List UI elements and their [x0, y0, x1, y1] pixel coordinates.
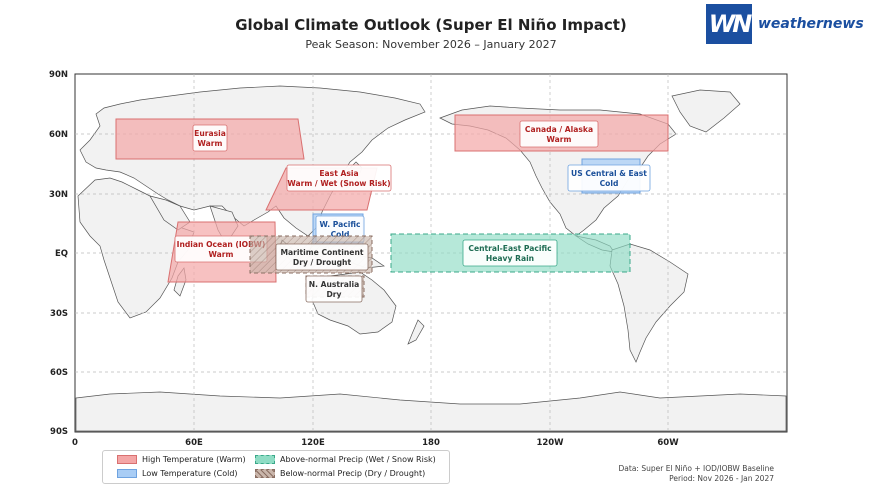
region-label-text: Cold: [600, 179, 619, 188]
region-label-text: Dry: [327, 290, 342, 299]
region-label-box: [275, 243, 369, 271]
logo-text: weathernews: [758, 16, 864, 32]
legend-swatch-dry: [255, 469, 275, 478]
footer-data-source: Data: Super El Niño + IOD/IOBW Baseline: [618, 464, 774, 473]
region-label-text: Warm: [209, 250, 234, 259]
region-label-box: [567, 164, 651, 192]
lat-tick-label: EQ: [55, 249, 68, 259]
region-label-text: Maritime Continent: [281, 248, 364, 257]
legend: High Temperature (Warm) Low Temperature …: [102, 450, 450, 484]
legend-item-warm: High Temperature (Warm): [117, 455, 246, 464]
region-label-box: [305, 275, 363, 303]
footer-period: Period: Nov 2026 - Jan 2027: [669, 474, 774, 483]
region-label-box: [286, 164, 392, 192]
lon-tick-label: 120E: [301, 438, 325, 448]
region-label-text: Canada / Alaska: [525, 125, 593, 134]
region-label-text: Dry / Drought: [293, 258, 352, 267]
legend-label-cold: Low Temperature (Cold): [142, 469, 238, 478]
region-label-text: Warm / Wet (Snow Risk): [287, 179, 390, 188]
region-label-text: US Central & East: [571, 169, 647, 178]
legend-label-warm: High Temperature (Warm): [142, 455, 246, 464]
newzealand-landmass: [407, 319, 425, 345]
map-subtitle: Peak Season: November 2026 – January 202…: [305, 38, 557, 51]
region-label-text: Heavy Rain: [486, 254, 534, 263]
legend-swatch-cold: [117, 469, 137, 478]
lon-tick-label: 120W: [536, 438, 564, 448]
legend-label-wet: Above-normal Precip (Wet / Snow Risk): [280, 455, 436, 464]
region-label-text: N. Australia: [309, 280, 360, 289]
axis-labels: 90N 60N 30N EQ 30S 60S 90S 0 60E 120E 180 120W 60W: [49, 70, 679, 448]
greenland-landmass: [671, 89, 741, 133]
map-title: Global Climate Outlook (Super El Niño Im…: [235, 16, 627, 34]
data-footer: Data: Super El Niño + IOD/IOBW Baseline …: [619, 464, 774, 484]
legend-item-dry: Below-normal Precip (Dry / Drought): [255, 469, 425, 478]
region-label-text: W. Pacific: [319, 220, 360, 229]
lat-tick-label: 90S: [50, 427, 68, 437]
region-label-text: Central-East Pacific: [468, 244, 551, 253]
region-label-box: [192, 124, 228, 152]
lat-tick-label: 60S: [50, 368, 68, 378]
legend-item-cold: Low Temperature (Cold): [117, 469, 238, 478]
region-label-text: Indian Ocean (IOBW): [177, 240, 266, 249]
southamerica-landmass: [609, 243, 689, 363]
lon-tick-label: 180: [422, 438, 440, 448]
region-label-text: Eurasia: [194, 129, 226, 138]
region-warm: Indian Ocean (IOBW)Warm: [167, 221, 277, 283]
logo-mark: WN: [706, 4, 752, 44]
lat-tick-label: 90N: [49, 70, 68, 80]
lon-tick-label: 60W: [657, 438, 679, 448]
legend-label-dry: Below-normal Precip (Dry / Drought): [280, 469, 426, 478]
region-label-text: East Asia: [319, 169, 358, 178]
lon-tick-label: 60E: [185, 438, 203, 448]
legend-swatch-wet: [255, 455, 275, 464]
legend-item-wet: Above-normal Precip (Wet / Snow Risk): [255, 455, 436, 464]
region-label-box: [462, 239, 558, 267]
region-label-text: Warm: [198, 139, 223, 148]
lon-tick-label: 0: [72, 438, 78, 448]
legend-swatch-warm: [117, 455, 137, 464]
region-label-text: Warm: [547, 135, 572, 144]
region-label-text: Cold: [331, 230, 350, 239]
lat-tick-label: 60N: [49, 130, 68, 140]
lat-tick-label: 30S: [50, 309, 68, 319]
region-label-box: [519, 120, 599, 148]
weathernews-logo: WN weathernews: [706, 4, 864, 44]
lat-tick-label: 30N: [49, 190, 68, 200]
